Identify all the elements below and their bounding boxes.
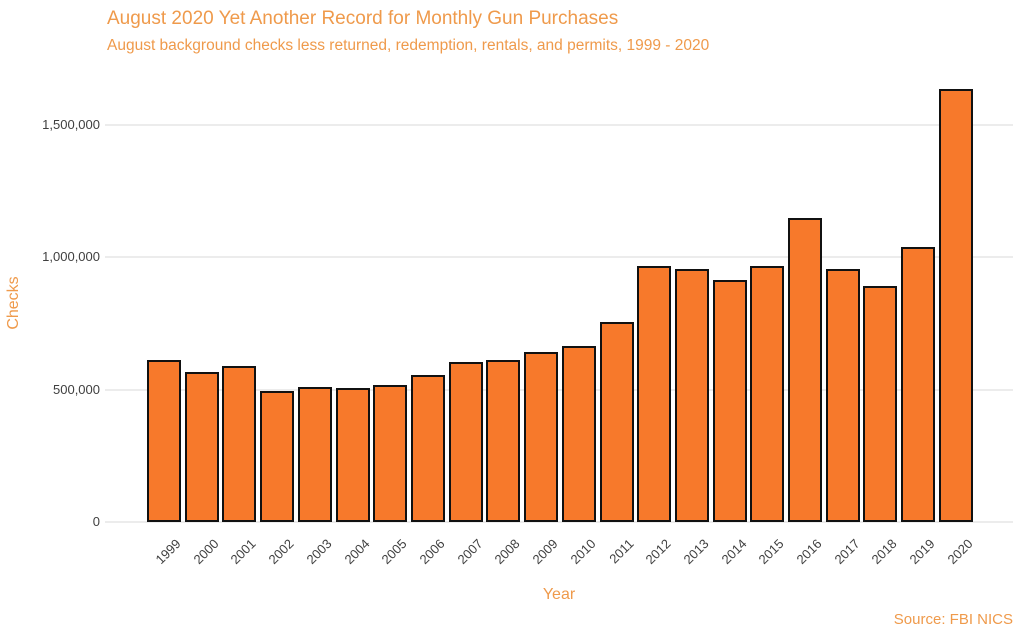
bar-2018 <box>863 286 898 522</box>
bar-2001 <box>222 366 257 522</box>
bar-2011 <box>599 322 634 522</box>
bar-2016 <box>788 218 823 522</box>
bar-2015 <box>750 266 785 522</box>
chart-subtitle: August background checks less returned, … <box>107 37 710 54</box>
bar-2009 <box>524 352 559 522</box>
bar-2010 <box>561 345 596 522</box>
bar-2004 <box>335 388 370 522</box>
y-tick-label: 0 <box>92 514 100 529</box>
y-tick-label: 500,000 <box>53 381 100 397</box>
gridline-1500000 <box>105 123 1013 126</box>
gridline-1000000 <box>105 256 1013 258</box>
gridline-500000 <box>105 388 1013 391</box>
x-axis-title: Year <box>542 586 576 603</box>
chart-plot-area: 1999 2000 2001 2002 2003 2004 2005 2006 2007 2008… <box>105 85 1013 567</box>
bar-2012 <box>637 265 672 522</box>
bar-2013 <box>674 269 709 522</box>
bar-2020 <box>938 89 973 522</box>
y-axis-tick-labels: 0 500,000 1,000,000 1,500,000 <box>0 85 100 530</box>
bar-2008 <box>486 360 521 522</box>
y-tick-label: 1,500,000 <box>42 116 100 132</box>
bar-2014 <box>712 279 747 522</box>
bar-2003 <box>297 386 332 522</box>
bar-2005 <box>373 384 408 522</box>
bar-2000 <box>184 372 219 522</box>
bar-2007 <box>448 362 483 522</box>
bar-2019 <box>901 246 936 522</box>
bar-2002 <box>260 391 295 522</box>
bar-2017 <box>825 269 860 522</box>
bar-2006 <box>410 374 445 522</box>
bar-1999 <box>147 360 181 522</box>
y-tick-label: 1,000,000 <box>42 249 100 264</box>
x-tick-label-2020: 2020 <box>944 536 976 568</box>
source-note: Source: FBI NICS <box>893 611 1013 628</box>
chart-title: August 2020 Yet Another Record for Month… <box>107 8 619 29</box>
gridline-0 <box>105 521 1013 523</box>
